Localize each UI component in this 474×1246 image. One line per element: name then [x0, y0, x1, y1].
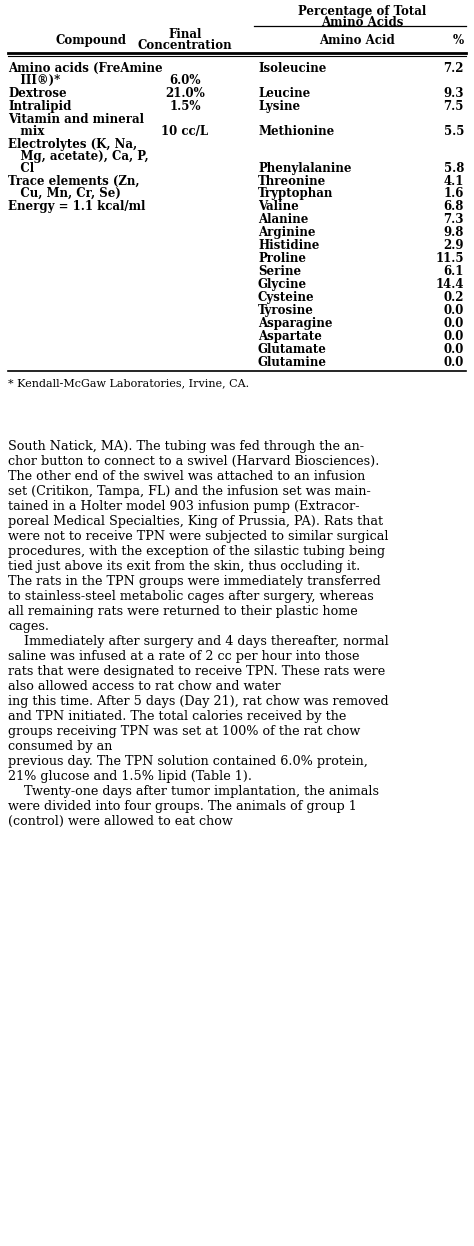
- Text: 0.0: 0.0: [444, 304, 464, 316]
- Text: 6.1: 6.1: [444, 265, 464, 278]
- Text: mix: mix: [8, 125, 45, 138]
- Text: Tyrosine: Tyrosine: [258, 304, 314, 316]
- Text: Threonine: Threonine: [258, 174, 326, 188]
- Text: poreal Medical Specialties, King of Prussia, PA). Rats that: poreal Medical Specialties, King of Prus…: [8, 515, 383, 528]
- Text: %: %: [453, 34, 464, 47]
- Text: 7.3: 7.3: [444, 213, 464, 226]
- Text: chor button to connect to a swivel (Harvard Biosciences).: chor button to connect to a swivel (Harv…: [8, 455, 379, 468]
- Text: 4.1: 4.1: [444, 174, 464, 188]
- Text: saline was infused at a rate of 2 cc per hour into those: saline was infused at a rate of 2 cc per…: [8, 650, 359, 663]
- Text: Glycine: Glycine: [258, 278, 307, 292]
- Text: Asparagine: Asparagine: [258, 316, 332, 330]
- Text: Mg, acetate), Ca, P,: Mg, acetate), Ca, P,: [8, 150, 149, 163]
- Text: tained in a Holter model 903 infusion pump (Extracor-: tained in a Holter model 903 infusion pu…: [8, 500, 359, 513]
- Text: Glutamine: Glutamine: [258, 356, 327, 369]
- Text: Phenylalanine: Phenylalanine: [258, 162, 352, 174]
- Text: and TPN initiated. The total calories received by the: and TPN initiated. The total calories re…: [8, 710, 346, 723]
- Text: rats that were designated to receive TPN. These rats were: rats that were designated to receive TPN…: [8, 665, 385, 678]
- Text: Amino acids (FreAmine: Amino acids (FreAmine: [8, 62, 163, 75]
- Text: III®)*: III®)*: [8, 74, 60, 87]
- Text: Alanine: Alanine: [258, 213, 309, 226]
- Text: Valine: Valine: [258, 201, 299, 213]
- Text: 1.6: 1.6: [444, 187, 464, 201]
- Text: Vitamin and mineral: Vitamin and mineral: [8, 113, 144, 126]
- Text: consumed by an: consumed by an: [8, 740, 117, 753]
- Text: cages.: cages.: [8, 621, 49, 633]
- Text: to stainless-steel metabolic cages after surgery, whereas: to stainless-steel metabolic cages after…: [8, 591, 374, 603]
- Text: 6.0%: 6.0%: [169, 74, 201, 87]
- Text: Cu, Mn, Cr, Se): Cu, Mn, Cr, Se): [8, 187, 121, 201]
- Text: 7.5: 7.5: [444, 100, 464, 113]
- Text: The rats in the TPN groups were immediately transferred: The rats in the TPN groups were immediat…: [8, 574, 381, 588]
- Text: ing this time. After 5 days (Day 21), rat chow was removed: ing this time. After 5 days (Day 21), ra…: [8, 695, 389, 708]
- Text: 5.8: 5.8: [444, 162, 464, 174]
- Text: 21% glucose and 1.5% lipid (Table 1).: 21% glucose and 1.5% lipid (Table 1).: [8, 770, 252, 782]
- Text: groups receiving TPN was set at 100% of the rat chow: groups receiving TPN was set at 100% of …: [8, 725, 360, 738]
- Text: procedures, with the exception of the silastic tubing being: procedures, with the exception of the si…: [8, 545, 385, 558]
- Text: 14.4: 14.4: [436, 278, 464, 292]
- Text: also allowed access to rat chow and water: also allowed access to rat chow and wate…: [8, 680, 285, 693]
- Text: Proline: Proline: [258, 252, 306, 265]
- Text: Cl: Cl: [8, 162, 34, 174]
- Text: 0.0: 0.0: [444, 330, 464, 343]
- Text: Leucine: Leucine: [258, 87, 310, 100]
- Text: Twenty-one days after tumor implantation, the animals: Twenty-one days after tumor implantation…: [8, 785, 379, 797]
- Text: Electrolytes (K, Na,: Electrolytes (K, Na,: [8, 138, 137, 151]
- Text: Lysine: Lysine: [258, 100, 300, 113]
- Text: 2.9: 2.9: [444, 239, 464, 252]
- Text: Amino Acids: Amino Acids: [321, 16, 403, 29]
- Text: 9.8: 9.8: [444, 226, 464, 239]
- Text: Methionine: Methionine: [258, 125, 334, 138]
- Text: The other end of the swivel was attached to an infusion: The other end of the swivel was attached…: [8, 470, 365, 483]
- Text: 5.5: 5.5: [444, 125, 464, 138]
- Text: Amino Acid: Amino Acid: [319, 34, 395, 47]
- Text: Glutamate: Glutamate: [258, 343, 327, 356]
- Text: * Kendall-McGaw Laboratories, Irvine, CA.: * Kendall-McGaw Laboratories, Irvine, CA…: [8, 378, 249, 388]
- Text: set (Critikon, Tampa, FL) and the infusion set was main-: set (Critikon, Tampa, FL) and the infusi…: [8, 485, 371, 498]
- Text: 0.0: 0.0: [444, 343, 464, 356]
- Text: Trace elements (Zn,: Trace elements (Zn,: [8, 174, 139, 188]
- Text: 0.2: 0.2: [444, 292, 464, 304]
- Text: were divided into four groups. The animals of group 1: were divided into four groups. The anima…: [8, 800, 357, 812]
- Text: Concentration: Concentration: [137, 39, 232, 52]
- Text: Tryptophan: Tryptophan: [258, 187, 333, 201]
- Text: Immediately after surgery and 4 days thereafter, normal: Immediately after surgery and 4 days the…: [8, 635, 389, 648]
- Text: Cysteine: Cysteine: [258, 292, 315, 304]
- Text: 9.3: 9.3: [444, 87, 464, 100]
- Text: Energy = 1.1 kcal/ml: Energy = 1.1 kcal/ml: [8, 201, 146, 213]
- Text: Arginine: Arginine: [258, 226, 316, 239]
- Text: 10 cc/L: 10 cc/L: [162, 125, 209, 138]
- Text: tied just above its exit from the skin, thus occluding it.: tied just above its exit from the skin, …: [8, 559, 360, 573]
- Text: Serine: Serine: [258, 265, 301, 278]
- Text: 1.5%: 1.5%: [169, 100, 201, 113]
- Text: (control) were allowed to eat chow: (control) were allowed to eat chow: [8, 815, 237, 829]
- Text: 0.0: 0.0: [444, 316, 464, 330]
- Text: 7.2: 7.2: [444, 62, 464, 75]
- Text: Aspartate: Aspartate: [258, 330, 322, 343]
- Text: Isoleucine: Isoleucine: [258, 62, 327, 75]
- Text: Histidine: Histidine: [258, 239, 319, 252]
- Text: Compound: Compound: [56, 34, 127, 47]
- Text: 0.0: 0.0: [444, 356, 464, 369]
- Text: 11.5: 11.5: [436, 252, 464, 265]
- Text: Dextrose: Dextrose: [8, 87, 67, 100]
- Text: 6.8: 6.8: [444, 201, 464, 213]
- Text: were not to receive TPN were subjected to similar surgical: were not to receive TPN were subjected t…: [8, 530, 389, 543]
- Text: all remaining rats were returned to their plastic home: all remaining rats were returned to thei…: [8, 606, 358, 618]
- Text: South Natick, MA). The tubing was fed through the an-: South Natick, MA). The tubing was fed th…: [8, 440, 364, 454]
- Text: 21.0%: 21.0%: [165, 87, 205, 100]
- Text: Intralipid: Intralipid: [8, 100, 72, 113]
- Text: Percentage of Total: Percentage of Total: [298, 5, 426, 17]
- Text: Final: Final: [168, 27, 202, 41]
- Text: previous day. The TPN solution contained 6.0% protein,: previous day. The TPN solution contained…: [8, 755, 368, 768]
